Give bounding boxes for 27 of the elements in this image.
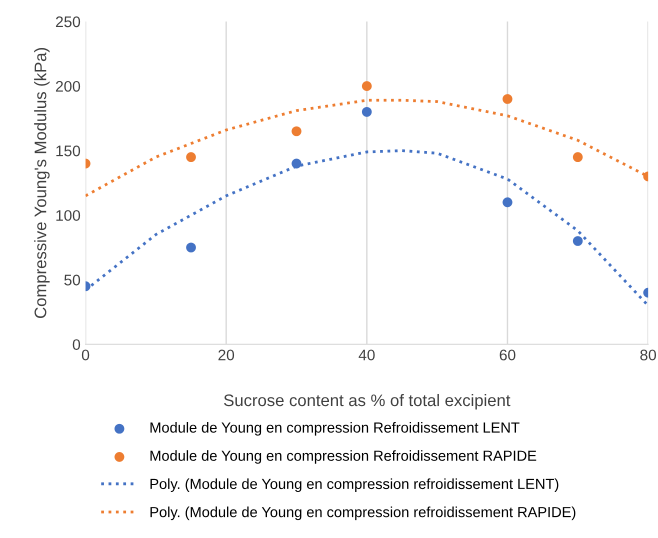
legend-label: Poly. (Module de Young en compression refroidissement RAPIDE) xyxy=(150,506,576,520)
point xyxy=(362,81,372,91)
point xyxy=(292,158,302,168)
y-axis-title: Compressive Young's Modulus (kPa) xyxy=(34,48,50,318)
point xyxy=(362,106,372,117)
x-tick-label: 60 xyxy=(500,350,516,360)
point xyxy=(502,94,512,104)
y-tick-label: 50 xyxy=(64,274,80,286)
y-tick-label: 0 xyxy=(72,339,80,350)
point xyxy=(502,197,512,208)
x-axis-title: Sucrose content as % of total excipient xyxy=(224,394,510,410)
y-tick-label: 200 xyxy=(56,80,80,92)
x-tick-label: 40 xyxy=(358,350,375,360)
legend-label: Module de Young en compression Refroidissement LENT xyxy=(150,422,520,436)
x-tick-label: 80 xyxy=(640,350,656,360)
legend-label: Poly. (Module de Young en compression refroidissement LENT) xyxy=(150,478,558,492)
y-tick-label: 250 xyxy=(56,16,80,28)
y-tick-label: 100 xyxy=(56,210,80,221)
point xyxy=(186,242,196,252)
y-tick-label: 150 xyxy=(56,146,80,156)
point xyxy=(292,126,302,136)
point xyxy=(572,152,583,162)
point xyxy=(572,236,583,246)
point xyxy=(186,152,196,162)
x-tick-label: 20 xyxy=(218,350,234,360)
legend-label: Module de Young en compression Refroidissement RAPIDE xyxy=(150,450,536,464)
x-tick-label: 0 xyxy=(82,350,90,360)
